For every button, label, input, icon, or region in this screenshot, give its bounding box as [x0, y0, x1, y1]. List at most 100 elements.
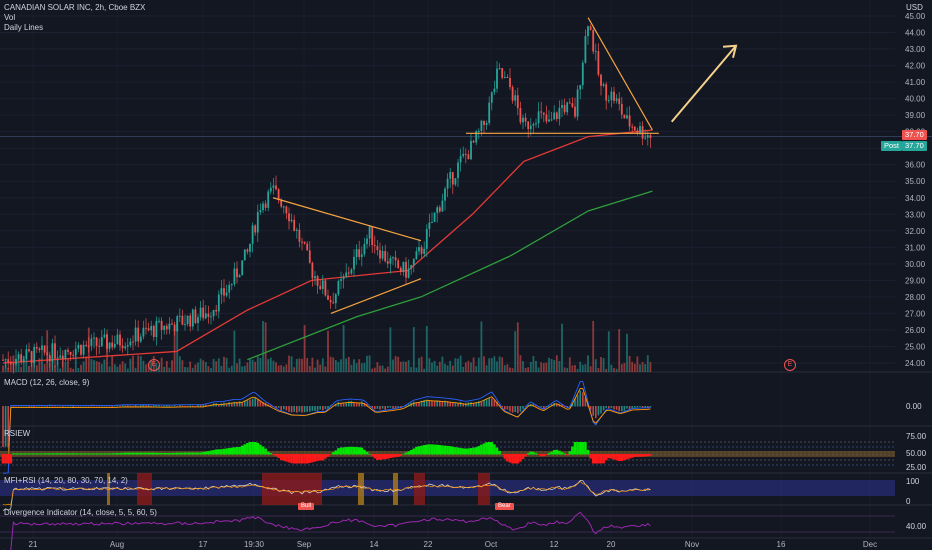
rsiew-bar — [547, 453, 551, 455]
candle-body — [246, 249, 249, 252]
candle-body — [402, 261, 405, 273]
candle-body — [381, 250, 384, 259]
macd-histogram-bar — [4, 406, 7, 447]
volume-bar — [620, 364, 623, 372]
macd-histogram-bar — [262, 402, 264, 407]
time-axis[interactable]: 21 Aug 17 19:30 Sep 14 22 Oct 12 20 Nov 16 Dec — [29, 540, 878, 549]
volume-bar — [272, 360, 275, 372]
macd-histogram-bar — [355, 402, 358, 407]
macd-histogram-bar — [303, 406, 306, 413]
candle-body — [472, 140, 475, 143]
volume-bar — [15, 363, 17, 372]
volume-bar — [77, 367, 80, 372]
volume-bar — [480, 321, 483, 372]
candle-body — [95, 337, 98, 346]
macd-histogram-bar — [374, 406, 376, 410]
rsiew-bar — [136, 452, 140, 455]
rsiew-bar — [519, 454, 522, 462]
volume-bar — [503, 365, 506, 372]
candle-body — [186, 315, 189, 324]
rsiew-bar — [456, 447, 460, 455]
rsiew-bar — [589, 454, 592, 459]
wedge-lower-line — [330, 278, 422, 314]
price-tick-label: 33.00 — [905, 210, 926, 219]
volume-bar — [67, 357, 69, 372]
volume-bar — [431, 362, 433, 372]
volume-bar — [558, 360, 561, 372]
rsiew-bar — [324, 454, 327, 459]
macd-histogram-bar — [173, 405, 176, 407]
macd-histogram-bar — [413, 401, 415, 407]
macd-histogram-bar — [548, 406, 550, 407]
price-candles[interactable] — [2, 24, 652, 374]
macd-histogram-bar — [543, 406, 545, 410]
rsiew-bar — [420, 445, 423, 455]
earnings-event-marker[interactable]: E — [148, 359, 160, 371]
volume-label: Vol — [4, 13, 16, 22]
projection-arrow-head — [722, 44, 738, 58]
volume-bar — [381, 365, 384, 372]
rsiew-bar — [576, 442, 579, 455]
macd-histogram-bar — [376, 406, 379, 409]
mfi-rsi-pane — [2, 473, 651, 511]
rsiew-bar — [326, 454, 330, 457]
volume-bar — [54, 365, 56, 372]
macd-histogram-bar — [405, 405, 407, 407]
macd-histogram-bar — [238, 401, 241, 407]
volume-bar — [28, 365, 30, 372]
rsiew-bar — [649, 454, 652, 456]
candle-body — [298, 229, 301, 242]
volume-bar — [108, 366, 111, 372]
candle-body — [631, 126, 634, 128]
volume-bar — [347, 356, 350, 372]
volume-bar — [644, 364, 647, 372]
rsiew-bar — [19, 453, 23, 455]
candle-body — [646, 135, 649, 138]
candle-body — [150, 325, 153, 331]
macd-histogram-bar — [579, 390, 581, 407]
macd-histogram-bar — [147, 404, 150, 407]
candle-body — [56, 357, 59, 359]
rsiew-bar — [347, 446, 351, 455]
candle-body — [501, 68, 504, 78]
candle-body — [25, 349, 28, 360]
trend-annotations[interactable] — [272, 17, 738, 314]
rsiew-bar — [209, 450, 213, 455]
rsiew-bar — [610, 454, 613, 459]
price-tick-label: 30.00 — [905, 260, 926, 269]
candle-body — [59, 355, 62, 358]
rsiew-bar — [524, 454, 527, 457]
candle-body — [197, 317, 199, 323]
macd-histogram-bar — [459, 401, 462, 407]
candle-body — [303, 241, 306, 244]
macd-histogram-bar — [285, 406, 288, 411]
rsiew-bar — [261, 446, 265, 455]
volume-bar — [574, 365, 576, 372]
earnings-event-marker[interactable]: E — [784, 359, 796, 371]
volume-bar — [319, 364, 322, 372]
candle-body — [644, 137, 647, 139]
rsiew-bar — [303, 454, 306, 464]
macd-histogram-bar — [54, 405, 56, 407]
volume-bar — [225, 357, 228, 372]
macd-histogram-bar — [181, 405, 184, 407]
price-axis[interactable]: 45.0044.0043.0042.0041.0040.0039.0038.00… — [905, 12, 926, 368]
rsiew-bar — [373, 454, 377, 459]
rsiew-bar — [459, 447, 462, 455]
volume-bar — [602, 358, 605, 372]
candle-body — [412, 259, 415, 266]
grid-lines — [0, 15, 932, 539]
volume-bar — [212, 358, 215, 372]
candle-body — [353, 256, 355, 270]
candle-body — [254, 225, 257, 233]
rsiew-bar — [6, 454, 10, 464]
candle-body — [168, 323, 171, 330]
volume-bar — [332, 357, 335, 372]
macd-histogram-bar — [582, 392, 584, 407]
rsiew-bar — [27, 453, 31, 455]
macd-histogram-bar — [186, 405, 189, 407]
rsiew-bar — [537, 454, 540, 455]
candle-body — [446, 178, 449, 189]
macd-histogram-bar — [298, 406, 301, 412]
